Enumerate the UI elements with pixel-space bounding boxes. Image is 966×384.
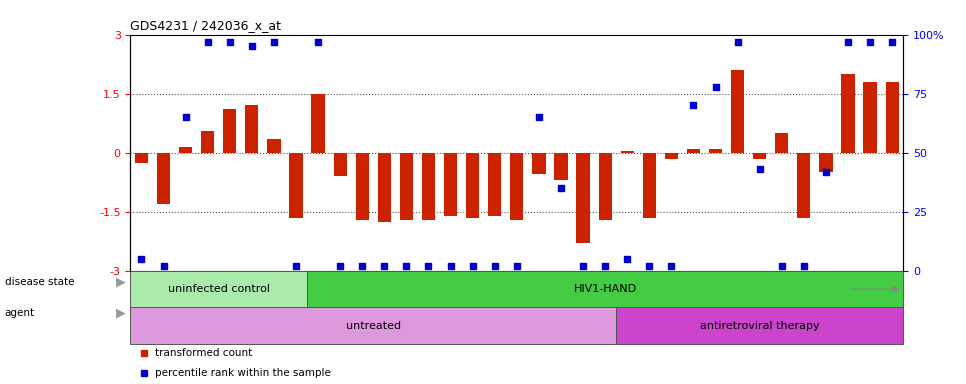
Bar: [333, 153, 347, 176]
Point: [885, 38, 900, 45]
Bar: [378, 153, 391, 222]
Bar: [709, 149, 723, 153]
Text: antiretroviral therapy: antiretroviral therapy: [700, 321, 819, 331]
Bar: [532, 153, 546, 174]
Point: [465, 263, 480, 269]
Point: [752, 166, 767, 172]
Text: transformed count: transformed count: [156, 348, 252, 358]
Bar: [665, 153, 678, 159]
Point: [442, 263, 458, 269]
Bar: [577, 153, 589, 243]
Text: HIV1-HAND: HIV1-HAND: [574, 284, 637, 294]
Point: [774, 263, 789, 269]
Text: agent: agent: [5, 308, 35, 318]
Point: [576, 263, 591, 269]
Point: [531, 114, 547, 121]
Bar: [488, 153, 501, 216]
Bar: [307, 271, 903, 308]
Bar: [599, 153, 611, 220]
Bar: [400, 153, 413, 220]
Bar: [179, 147, 192, 153]
Text: percentile rank within the sample: percentile rank within the sample: [156, 368, 331, 378]
Point: [200, 38, 215, 45]
Bar: [687, 149, 700, 153]
Bar: [355, 153, 369, 220]
Point: [244, 43, 260, 50]
Bar: [731, 70, 744, 153]
Text: GDS4231 / 242036_x_at: GDS4231 / 242036_x_at: [130, 19, 281, 32]
Point: [840, 38, 856, 45]
Bar: [223, 109, 237, 153]
Point: [509, 263, 525, 269]
Point: [222, 38, 238, 45]
Bar: [797, 153, 810, 218]
Point: [796, 263, 811, 269]
Point: [178, 114, 193, 121]
Bar: [245, 106, 259, 153]
Point: [332, 263, 348, 269]
Bar: [130, 271, 307, 308]
Bar: [886, 82, 898, 153]
Point: [377, 263, 392, 269]
Bar: [819, 153, 833, 172]
Bar: [311, 94, 325, 153]
Point: [686, 103, 701, 109]
Bar: [422, 153, 435, 220]
Point: [267, 38, 282, 45]
Point: [863, 38, 878, 45]
Text: ▶: ▶: [116, 276, 126, 289]
Bar: [156, 153, 170, 204]
Bar: [268, 139, 280, 153]
Point: [156, 263, 171, 269]
Point: [641, 263, 657, 269]
Text: untreated: untreated: [346, 321, 401, 331]
Bar: [290, 153, 302, 218]
Point: [421, 263, 437, 269]
Point: [708, 83, 724, 89]
Point: [399, 263, 414, 269]
Point: [664, 263, 679, 269]
Point: [730, 38, 746, 45]
Bar: [444, 153, 457, 216]
Bar: [620, 151, 634, 153]
Point: [133, 256, 149, 262]
Bar: [642, 153, 656, 218]
Point: [554, 185, 569, 191]
Bar: [130, 308, 616, 344]
Bar: [466, 153, 479, 218]
Text: uninfected control: uninfected control: [168, 284, 270, 294]
Point: [619, 256, 635, 262]
Point: [310, 38, 326, 45]
Point: [355, 263, 370, 269]
Bar: [753, 153, 766, 159]
Bar: [775, 133, 788, 153]
Point: [487, 263, 502, 269]
Text: disease state: disease state: [5, 277, 74, 287]
Point: [818, 169, 834, 175]
Bar: [201, 131, 214, 153]
Bar: [864, 82, 877, 153]
Bar: [841, 74, 855, 153]
Bar: [616, 308, 903, 344]
Bar: [510, 153, 524, 220]
Text: ▶: ▶: [116, 306, 126, 319]
Bar: [554, 153, 568, 180]
Point: [288, 263, 303, 269]
Bar: [135, 153, 148, 163]
Point: [597, 263, 612, 269]
